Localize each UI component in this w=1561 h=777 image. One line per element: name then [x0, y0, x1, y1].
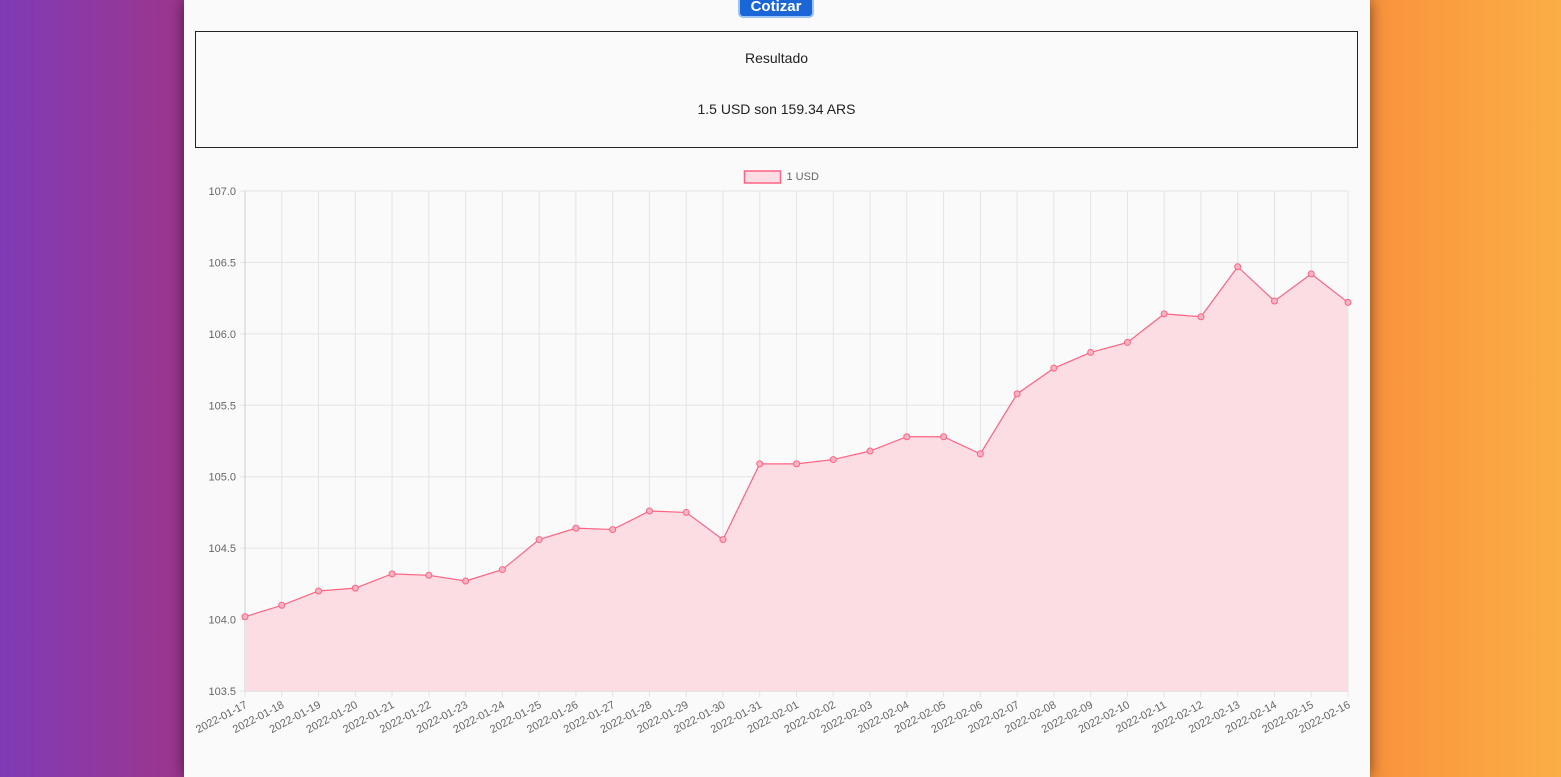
data-point: [719, 536, 727, 544]
data-point: [793, 460, 800, 468]
data-point: [351, 584, 359, 592]
data-point: [1050, 364, 1058, 372]
converter-card: Cotizar Resultado 1.5 USD son 159.34 ARS…: [184, 0, 1370, 777]
data-point: [572, 524, 580, 532]
data-point: [756, 460, 764, 468]
data-point: [535, 536, 543, 544]
series-area: [245, 266, 1348, 691]
data-point: [866, 447, 874, 455]
result-text: 1.5 USD son 159.34 ARS: [697, 101, 856, 117]
y-tick-label: 106.0: [208, 329, 236, 341]
y-tick-label: 104.5: [208, 543, 236, 555]
result-title: Resultado: [744, 50, 809, 66]
y-tick-label: 103.5: [208, 686, 236, 698]
data-point: [1160, 310, 1168, 318]
cotizar-button[interactable]: Cotizar: [738, 0, 814, 18]
x-axis: 2022-01-172022-01-182022-01-192022-01-20…: [194, 699, 1352, 736]
y-tick-label: 106.5: [208, 257, 236, 269]
exchange-rate-chart: 107.0 106.5 106.0 105.5 105.0 104.5 104.0 103.5…: [194, 170, 1352, 736]
data-point: [498, 566, 506, 574]
legend-swatch: [743, 170, 782, 184]
data-point: [425, 571, 433, 579]
data-point: [1087, 348, 1095, 356]
data-point: [241, 613, 249, 621]
data-point: [1307, 270, 1315, 278]
data-point: [829, 456, 837, 464]
y-tick-label: 105.0: [208, 472, 236, 484]
data-point: [1344, 298, 1352, 306]
legend-label: 1 USD: [787, 171, 819, 183]
chart-series: [241, 263, 1352, 691]
y-tick-label: 105.5: [208, 400, 236, 412]
data-point: [903, 433, 911, 441]
data-point: [278, 601, 286, 609]
data-point: [609, 526, 617, 534]
data-point: [1234, 263, 1242, 271]
data-point: [388, 570, 396, 578]
data-point: [462, 577, 470, 585]
data-point: [976, 450, 984, 458]
y-tick-label: 107.0: [208, 186, 236, 198]
y-axis: 107.0 106.5 106.0 105.5 105.0 104.5 104.0 103.5: [208, 186, 236, 698]
data-point: [645, 507, 653, 515]
data-point: [1270, 297, 1278, 305]
data-point: [1013, 390, 1021, 398]
data-point: [1197, 313, 1205, 321]
chart-legend: 1 USD: [743, 170, 819, 184]
result-panel: Resultado 1.5 USD son 159.34 ARS: [195, 31, 1358, 148]
data-point: [315, 587, 323, 595]
y-tick-label: 104.0: [208, 615, 236, 627]
data-point: [682, 508, 690, 516]
data-point: [940, 433, 948, 441]
data-point: [1123, 338, 1131, 346]
